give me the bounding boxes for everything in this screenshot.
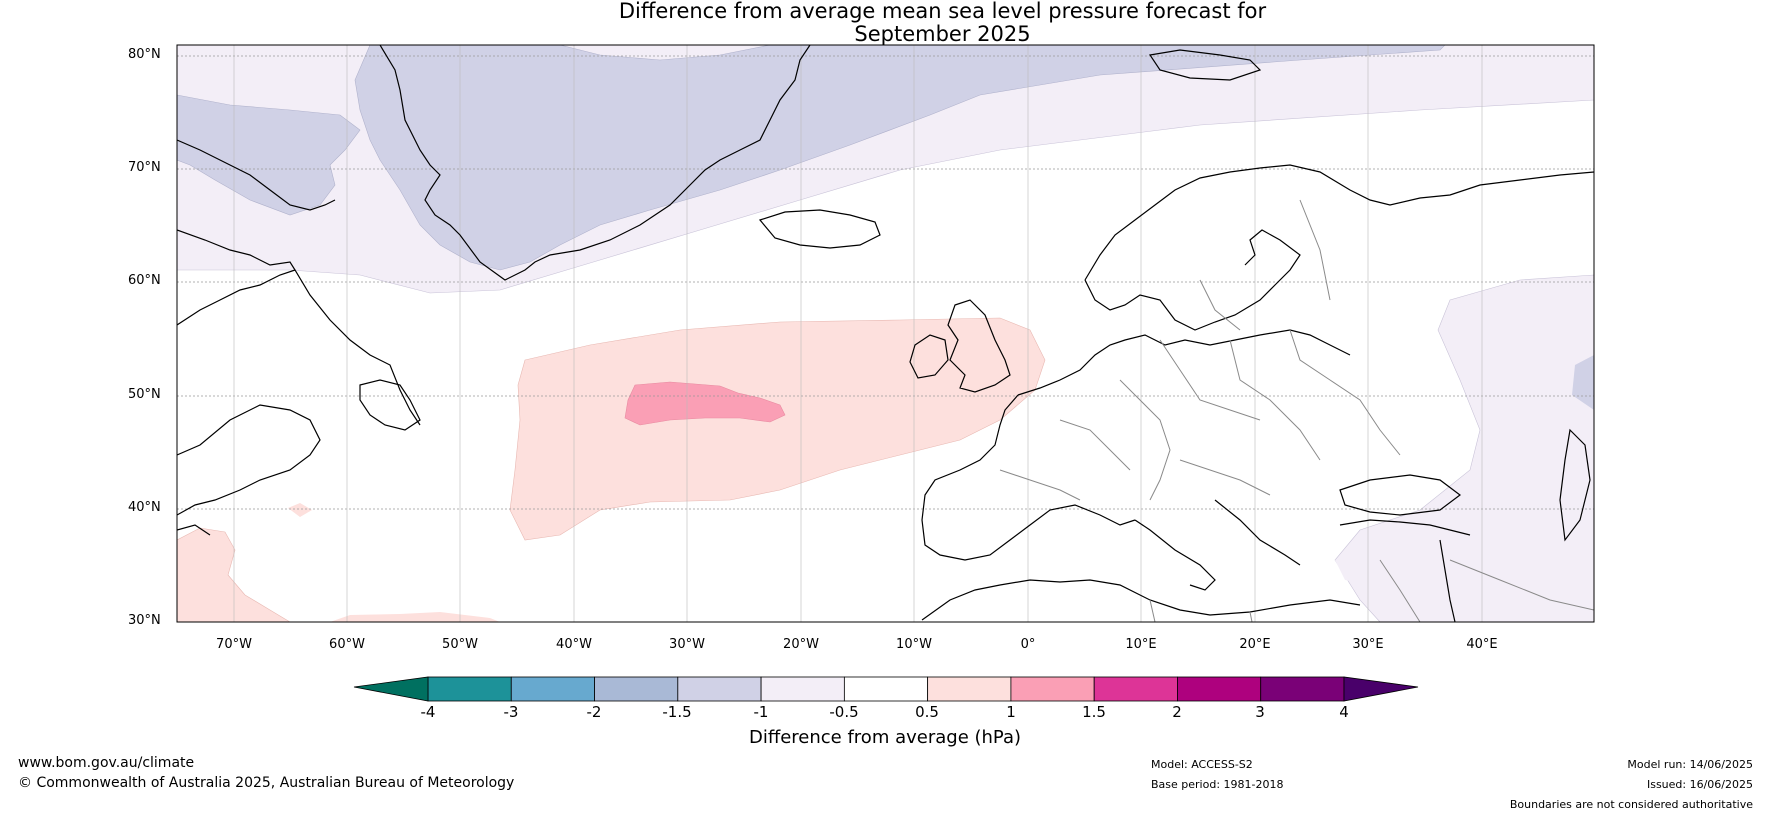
lat-label-60n: 60°N xyxy=(128,273,161,288)
caspian-coast xyxy=(1559,428,1591,542)
maritimes-coast xyxy=(177,404,321,516)
lon-label-50w: 50°W xyxy=(442,637,478,652)
lon-label-20w: 20°W xyxy=(783,637,819,652)
colorbar-segment xyxy=(1093,676,1178,702)
colorbar-segment xyxy=(510,676,595,702)
europe-west-coast xyxy=(1017,329,1351,396)
anomaly-region-plus-0-5-islet xyxy=(288,503,312,517)
colorbar-tick: -3 xyxy=(503,703,519,721)
anomaly-region-minus-1-west xyxy=(177,94,361,216)
colorbar-segment xyxy=(1010,676,1095,702)
france-iberia-coast xyxy=(921,394,1136,561)
colorbar-segment xyxy=(760,676,845,702)
anomaly-region-plus-0-5-southwest xyxy=(177,527,291,622)
norway-coast xyxy=(1084,164,1594,281)
colorbar-tick: 2 xyxy=(1172,703,1182,721)
lat-label-70n: 70°N xyxy=(128,160,161,175)
levant-coast xyxy=(1439,539,1456,622)
model-run-text: Model run: 14/06/2025 xyxy=(1627,758,1753,771)
colorbar-tick: -1 xyxy=(753,703,769,721)
colorbar-segment xyxy=(594,676,679,702)
colorbar-tick: -2 xyxy=(586,703,602,721)
lon-label-60w: 60°W xyxy=(329,637,365,652)
north-africa-coast xyxy=(921,579,1361,621)
colorbar-arrow-low xyxy=(353,676,429,702)
anomaly-region-plus-1-atlantic xyxy=(624,381,786,426)
colorbar-tick: 0.5 xyxy=(915,703,939,721)
map-frame xyxy=(176,44,1595,623)
lon-label-40e: 40°E xyxy=(1466,637,1498,652)
colorbar-tick: -0.5 xyxy=(829,703,859,721)
ireland-coast xyxy=(909,334,949,379)
colorbar-segment xyxy=(1177,676,1262,702)
lat-label-40n: 40°N xyxy=(128,500,161,515)
lon-label-0: 0° xyxy=(1020,637,1036,652)
lat-label-80n: 80°N xyxy=(128,47,161,62)
colorbar-tick: -4 xyxy=(420,703,436,721)
colorbar-tick: 1 xyxy=(1006,703,1016,721)
svalbard-coast xyxy=(1148,49,1262,81)
map-subtitle: September 2025 xyxy=(854,22,1031,46)
italy-coast xyxy=(1134,519,1216,591)
colorbar-title: Difference from average (hPa) xyxy=(748,727,1022,748)
coastlines xyxy=(177,45,1594,622)
lon-label-30w: 30°W xyxy=(669,637,705,652)
iceland-coast xyxy=(758,209,881,249)
greenland-coast xyxy=(379,45,811,281)
copyright-text: © Commonwealth of Australia 2025, Austra… xyxy=(18,775,515,791)
colorbar-tick: 1.5 xyxy=(1082,703,1106,721)
baffin-coast xyxy=(177,139,336,211)
lon-label-20e: 20°E xyxy=(1239,637,1271,652)
great-britain-coast xyxy=(947,299,1011,393)
issued-text: Issued: 16/06/2025 xyxy=(1646,778,1753,791)
colorbar-tick: 3 xyxy=(1255,703,1265,721)
website-text: www.bom.gov.au/climate xyxy=(18,755,195,771)
balkans-coast xyxy=(1214,499,1301,566)
lon-label-30e: 30°E xyxy=(1352,637,1384,652)
turkey-coast xyxy=(1339,519,1471,536)
base-period-text: Base period: 1981-2018 xyxy=(1151,778,1284,791)
lat-label-50n: 50°N xyxy=(128,387,161,402)
colorbar-segment xyxy=(427,676,512,702)
colorbar-segment xyxy=(677,676,762,702)
lon-label-40w: 40°W xyxy=(556,637,592,652)
anomaly-region-minus-0-5-aegean xyxy=(1335,555,1375,585)
colorbar-segment xyxy=(1260,676,1345,702)
borders xyxy=(999,199,1594,622)
map-title: Difference from average mean sea level p… xyxy=(618,0,1267,23)
lon-label-10e: 10°E xyxy=(1125,637,1157,652)
scandinavia-south-coast xyxy=(1084,229,1301,331)
baffin-coast-south xyxy=(177,229,296,271)
lon-label-70w: 70°W xyxy=(216,637,252,652)
anomaly-region-plus-0-5-south xyxy=(330,612,500,622)
labrador-coast xyxy=(177,269,421,426)
anomaly-region-minus-1-greenland xyxy=(354,45,1446,271)
colorbar-segment xyxy=(927,676,1012,702)
colorbar-segment xyxy=(843,676,929,702)
lon-label-10w: 10°W xyxy=(896,637,932,652)
colorbar-arrow-high xyxy=(1343,676,1419,702)
us-east-coast xyxy=(177,524,211,536)
model-text: Model: ACCESS-S2 xyxy=(1151,758,1253,771)
colorbar-tick: 4 xyxy=(1339,703,1349,721)
lat-label-30n: 30°N xyxy=(128,613,161,628)
black-sea-coast xyxy=(1339,474,1461,516)
colorbar-tick: -1.5 xyxy=(662,703,692,721)
meridians xyxy=(233,45,1483,622)
anomaly-region-plus-0-5-atlantic xyxy=(509,317,1046,541)
disclaimer-text: Boundaries are not considered authoritat… xyxy=(1509,798,1753,811)
anomaly-region-minus-0-5-east xyxy=(1334,274,1594,622)
newfoundland-coast xyxy=(359,379,421,431)
